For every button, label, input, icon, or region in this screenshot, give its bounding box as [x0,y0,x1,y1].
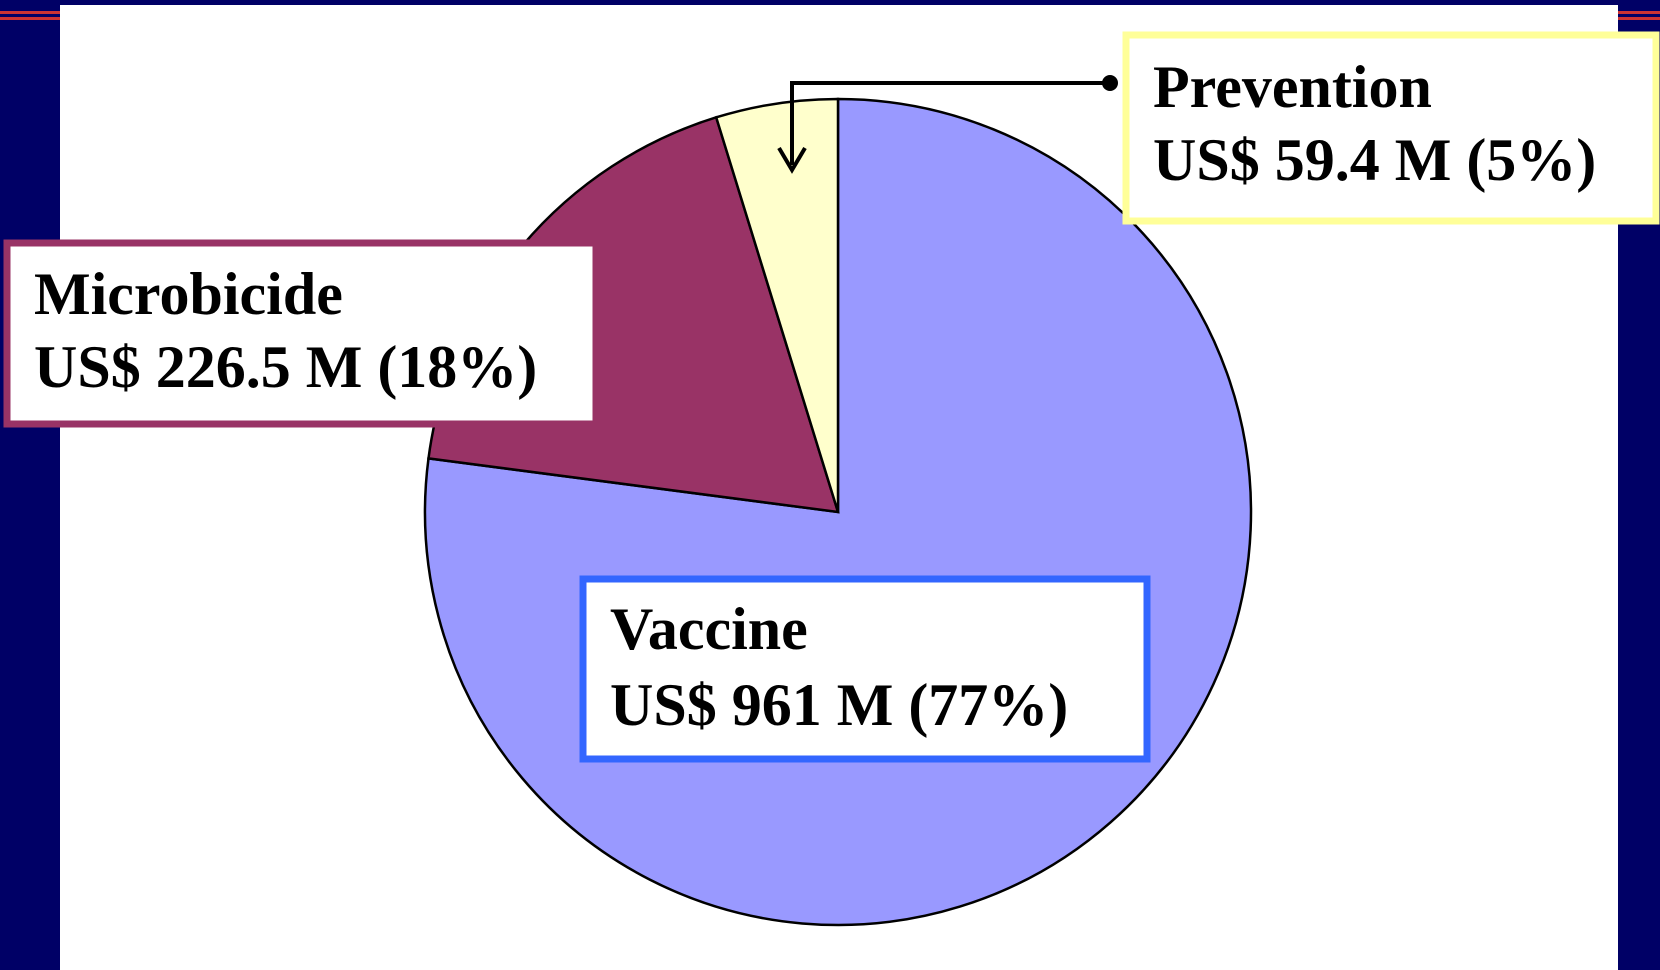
label-box [3,239,600,428]
labels: Vaccine US$ 961 M (77%) Microbicide US$ 226… [3,31,1660,763]
value-label: US$ 961 M (77%) [610,672,1068,738]
label-box [579,575,1151,763]
label-box [1122,31,1660,225]
callout-dot [1102,75,1118,91]
value-label: US$ 59.4 M (5%) [1153,127,1596,193]
value-label: US$ 226.5 M (18%) [34,334,537,400]
pie-slice [714,97,840,513]
callout-line [790,81,1110,165]
callout-arrow [777,146,807,174]
category-label: Microbicide [34,261,343,327]
corner-stripes [0,11,1660,20]
category-label: Vaccine [610,596,808,662]
category-label: Prevention [1153,54,1432,120]
